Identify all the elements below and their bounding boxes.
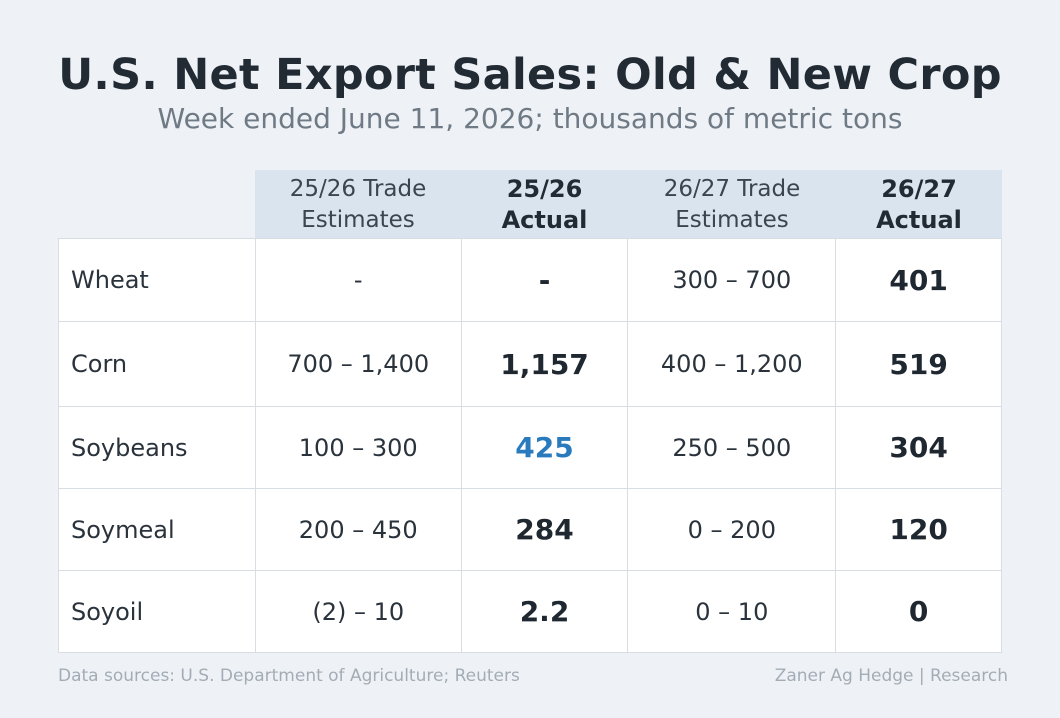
row-label: Corn xyxy=(58,321,256,407)
table-cell: 401 xyxy=(835,238,1002,322)
table-cell: - xyxy=(254,238,462,322)
table-cell: 284 xyxy=(460,488,629,571)
table-cell: 2.2 xyxy=(460,570,629,653)
table-cell: 300 – 700 xyxy=(627,238,837,322)
export-sales-table: Wheat - - 300 – 700 401 Corn 700 – 1,400… xyxy=(58,238,1002,653)
table-cell: 700 – 1,400 xyxy=(254,321,462,407)
table-cell: 100 – 300 xyxy=(254,406,462,489)
table-cell: - xyxy=(460,238,629,322)
table-cell: 0 – 10 xyxy=(627,570,837,653)
table-row: Wheat - - 300 – 700 401 xyxy=(58,238,1002,322)
table-cell: 200 – 450 xyxy=(254,488,462,571)
column-header-25-26-actual: 25/26 Actual xyxy=(501,175,588,234)
table-cell: 400 – 1,200 xyxy=(627,321,837,407)
table-cell: (2) – 10 xyxy=(254,570,462,653)
row-label: Soymeal xyxy=(58,488,256,571)
table-cell: 0 – 200 xyxy=(627,488,837,571)
table-cell: 120 xyxy=(835,488,1002,571)
table-row: Soybeans 100 – 300 425 250 – 500 304 xyxy=(58,406,1002,489)
row-label: Wheat xyxy=(58,238,256,322)
table-cell: 304 xyxy=(835,406,1002,489)
column-header-26-27-estimates: 26/27 Trade Estimates xyxy=(663,176,801,233)
row-label: Soybeans xyxy=(58,406,256,489)
column-header-25-26-estimates: 25/26 Trade Estimates xyxy=(289,176,427,233)
header-band xyxy=(255,170,1002,238)
table-row: Soymeal 200 – 450 284 0 – 200 120 xyxy=(58,488,1002,571)
chart-subtitle: Week ended June 11, 2026; thousands of m… xyxy=(157,102,903,135)
table-cell: 1,157 xyxy=(460,321,629,407)
data-sources-note: Data sources: U.S. Department of Agricul… xyxy=(58,666,520,686)
row-label: Soyoil xyxy=(58,570,256,653)
column-header-26-27-actual: 26/27 Actual xyxy=(876,175,962,234)
table-cell: 519 xyxy=(835,321,1002,407)
table-row: Corn 700 – 1,400 1,157 400 – 1,200 519 xyxy=(58,321,1002,407)
table-cell: 250 – 500 xyxy=(627,406,837,489)
table-row: Soyoil (2) – 10 2.2 0 – 10 0 xyxy=(58,570,1002,653)
table-cell-highlighted: 425 xyxy=(460,406,629,489)
table-cell: 0 xyxy=(835,570,1002,653)
credit-note: Zaner Ag Hedge | Research xyxy=(774,666,1008,686)
chart-title: U.S. Net Export Sales: Old & New Crop xyxy=(58,50,1002,100)
